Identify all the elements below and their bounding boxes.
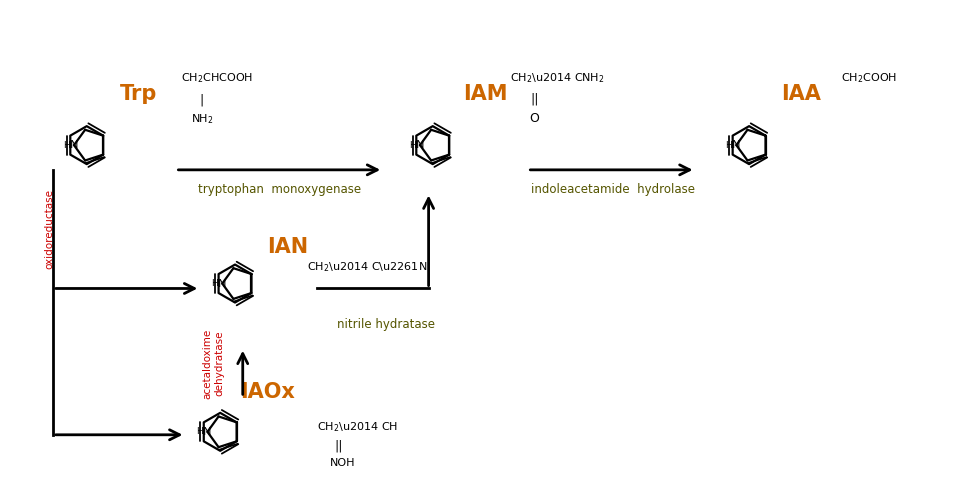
Text: IAN: IAN	[267, 237, 308, 257]
Text: ||: ||	[334, 440, 343, 453]
Text: N: N	[732, 140, 740, 150]
Text: tryptophan  monoxygenase: tryptophan monoxygenase	[198, 183, 361, 196]
Text: H: H	[409, 141, 416, 150]
Text: IAA: IAA	[781, 84, 821, 104]
Text: NOH: NOH	[329, 457, 355, 468]
Text: Trp: Trp	[120, 84, 157, 104]
Text: IAOx: IAOx	[240, 382, 295, 402]
Text: acetaldoxime
dehydratase: acetaldoxime dehydratase	[203, 329, 224, 399]
Text: N: N	[416, 140, 424, 150]
Text: O: O	[529, 112, 540, 125]
Text: N: N	[70, 140, 78, 150]
Text: NH$_2$: NH$_2$	[191, 112, 214, 126]
Text: H: H	[211, 279, 218, 288]
Text: |: |	[199, 94, 204, 107]
Text: H: H	[63, 141, 70, 150]
Text: CH$_2$CHCOOH: CH$_2$CHCOOH	[181, 71, 253, 85]
Text: H: H	[725, 141, 732, 150]
Text: CH$_2$\u2014 CH: CH$_2$\u2014 CH	[317, 420, 398, 434]
Text: indoleacetamide  hydrolase: indoleacetamide hydrolase	[532, 183, 695, 196]
Text: oxidoreductase: oxidoreductase	[44, 189, 54, 269]
Text: N: N	[204, 427, 211, 437]
Text: CH$_2$COOH: CH$_2$COOH	[841, 71, 897, 85]
Text: H: H	[197, 427, 204, 436]
Text: nitrile hydratase: nitrile hydratase	[337, 318, 435, 331]
Text: CH$_2$\u2014 CNH$_2$: CH$_2$\u2014 CNH$_2$	[510, 71, 604, 85]
Text: CH$_2$\u2014 C\u2261N: CH$_2$\u2014 C\u2261N	[307, 260, 427, 274]
Text: N: N	[218, 279, 227, 288]
Text: ||: ||	[530, 93, 539, 106]
Text: IAM: IAM	[463, 84, 507, 104]
